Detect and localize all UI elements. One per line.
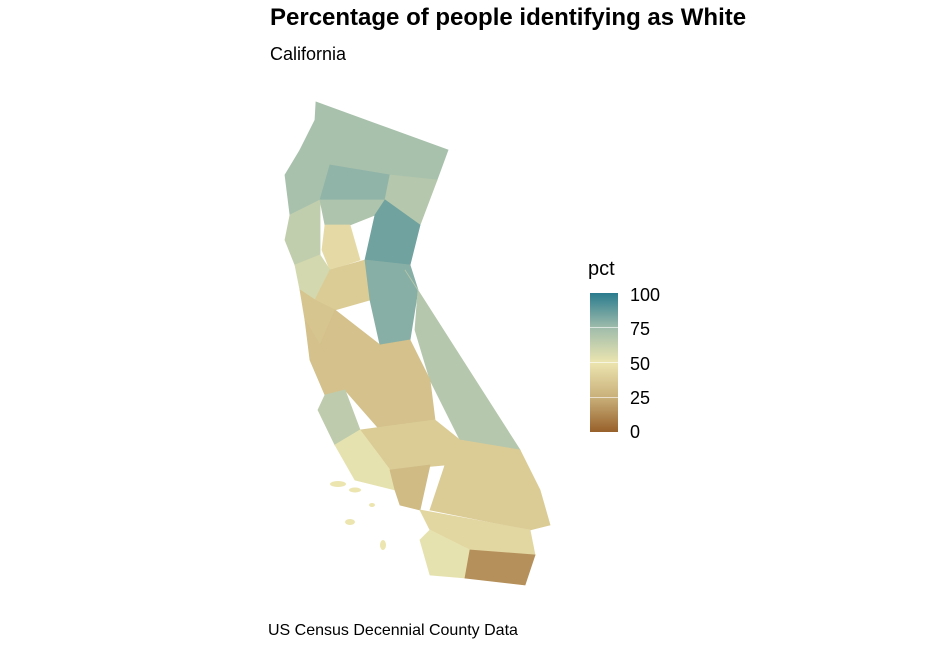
island-region <box>380 540 386 550</box>
chart-title: Percentage of people identifying as Whit… <box>270 4 747 31</box>
legend-label-75: 75 <box>630 319 651 339</box>
legend-tick-25 <box>590 397 618 398</box>
county-region <box>389 464 431 511</box>
legend-label-100: 100 <box>630 285 661 305</box>
chart-subtitle: California <box>270 44 347 64</box>
county-region <box>314 259 371 311</box>
county-region <box>319 199 386 226</box>
county-region <box>429 418 551 531</box>
island-region <box>345 519 355 525</box>
caption: US Census Decennial County Data <box>268 622 518 639</box>
island-region <box>349 487 361 493</box>
legend-tick-50 <box>590 362 618 363</box>
island-region <box>369 503 375 507</box>
legend-title: pct <box>588 258 615 280</box>
island-region <box>330 481 346 487</box>
county-region <box>464 549 536 586</box>
legend-tick-75 <box>590 327 618 328</box>
county-region <box>321 224 361 271</box>
county-region <box>419 529 471 579</box>
legend-label-25: 25 <box>630 388 651 408</box>
county-region <box>364 259 419 346</box>
legend-label-50: 50 <box>630 354 651 374</box>
legend-label-0: 0 <box>630 422 641 442</box>
